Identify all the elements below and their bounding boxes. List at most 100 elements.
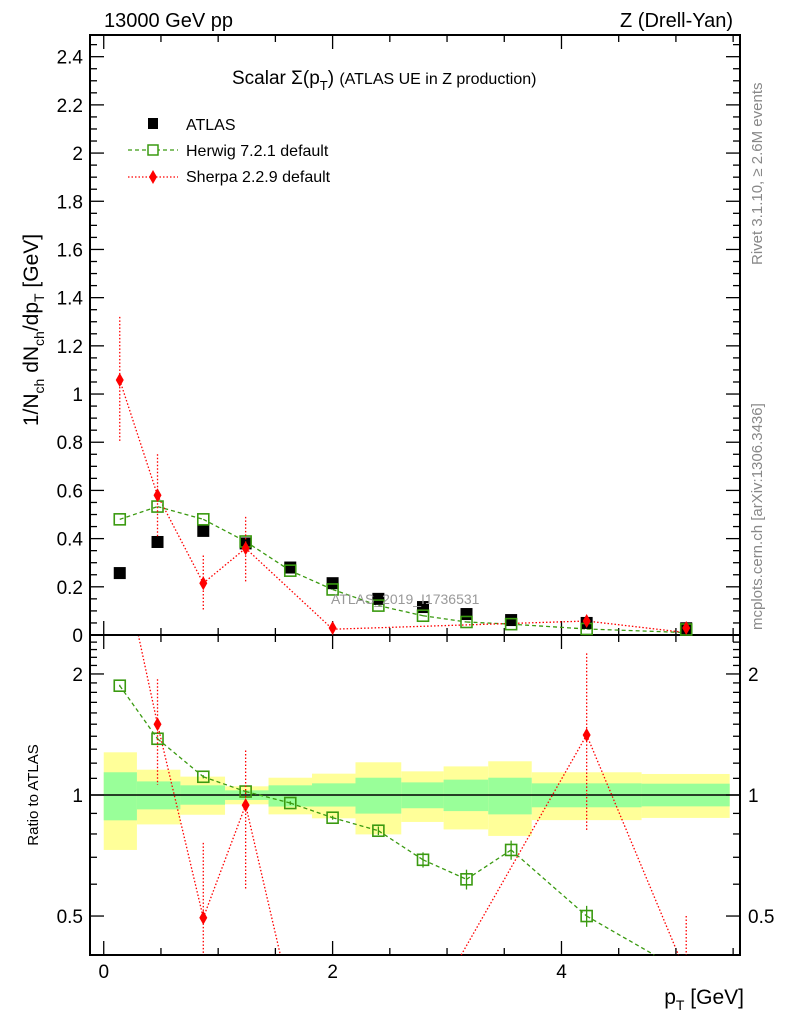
herwig-ratio-line xyxy=(245,790,291,804)
sherpa-line xyxy=(586,620,687,634)
x-tick-label: 4 xyxy=(556,962,567,983)
herwig-ratio-point xyxy=(372,824,385,838)
herwig-point xyxy=(283,564,297,577)
herwig-ratio-point xyxy=(326,811,339,825)
herwig-point xyxy=(326,583,339,596)
herwig-line xyxy=(422,615,467,623)
title-close: ) xyxy=(328,68,334,89)
sherpa-line xyxy=(332,620,587,630)
x-tick-label: 0 xyxy=(98,962,109,983)
ratio-y-tick-label: 2 xyxy=(72,665,83,686)
sherpa-point xyxy=(582,614,591,629)
legend-label-herwig: Herwig 7.2.1 default xyxy=(186,143,329,160)
ratio-y-tick-label: 1 xyxy=(72,786,83,807)
herwig-line xyxy=(245,540,291,572)
atlas-point xyxy=(197,524,210,537)
herwig-ratio-line xyxy=(422,859,467,880)
sherpa-ratio-line xyxy=(137,634,159,725)
sherpa-line xyxy=(245,547,334,630)
header-left: 13000 GeV pp xyxy=(104,10,233,32)
sherpa-ratio-point xyxy=(241,798,250,813)
sherpa-point xyxy=(682,621,691,635)
y-tick-label: 1.6 xyxy=(57,240,83,261)
ratio-y-tick-label-right: 1 xyxy=(748,786,759,807)
herwig-line xyxy=(586,628,687,634)
herwig-ratio-point xyxy=(460,873,473,886)
herwig-ratio-line xyxy=(157,738,204,778)
sherpa-point xyxy=(199,576,208,591)
atlas-point xyxy=(284,561,297,574)
sherpa-point xyxy=(115,373,124,388)
x-tick-label: 2 xyxy=(327,962,338,983)
header-right: Z (Drell-Yan) xyxy=(620,10,733,32)
legend-marker-atlas xyxy=(148,118,158,129)
atlas-point xyxy=(151,535,164,548)
herwig-point xyxy=(196,513,210,526)
herwig-ratio-point xyxy=(113,679,127,693)
y-tick-label: 2.4 xyxy=(57,48,84,69)
y-tick-label: 1.8 xyxy=(57,192,83,213)
atlas-point xyxy=(460,608,473,621)
title-main: Scalar Σ(p xyxy=(232,68,320,89)
herwig-ratio-line xyxy=(378,830,424,861)
ratio-panel: 0 2 4 0.5 0.5 1 1 2 2 xyxy=(57,634,774,983)
sherpa-ratio-line xyxy=(586,734,680,956)
sherpa-line xyxy=(119,379,159,496)
herwig-ratio-point xyxy=(283,796,297,810)
y-tick-label: 0.4 xyxy=(57,530,84,551)
herwig-ratio-line xyxy=(332,817,379,832)
ratio-ylabel: Ratio to ATLAS xyxy=(25,744,42,845)
legend-marker-sherpa xyxy=(149,170,157,184)
herwig-ratio-point xyxy=(504,843,518,857)
herwig-point xyxy=(372,599,385,612)
sherpa-line xyxy=(156,494,204,584)
herwig-line xyxy=(290,570,333,591)
atlas-point xyxy=(113,567,126,580)
y-tick-label: 0.6 xyxy=(57,481,83,502)
main-panel: 0 0.2 0.4 0.6 0.8 1 1.2 1.4 1.6 1.8 2 2.2 2.4 xyxy=(57,34,741,955)
ratio-y-tick-label: 0.5 xyxy=(57,907,83,928)
herwig-point xyxy=(416,609,430,623)
x-axis-label: pT [GeV] xyxy=(664,986,744,1013)
main-frame xyxy=(89,34,741,636)
legend: ATLAS Herwig 7.2.1 default Sherpa 2.2.9 … xyxy=(128,117,331,186)
green-band-bin xyxy=(268,785,313,807)
y-tick-label: 2 xyxy=(72,144,83,165)
sherpa-ratio-line xyxy=(245,804,282,956)
y-tick-label: 0 xyxy=(72,626,83,647)
herwig-ratio-line xyxy=(119,685,159,740)
y-tick-label: 0.2 xyxy=(57,578,83,599)
sherpa-ratio-line xyxy=(202,804,247,919)
sherpa-ratio-point xyxy=(582,728,591,743)
y-tick-label: 0.8 xyxy=(57,433,83,454)
herwig-ratio-line xyxy=(586,915,655,956)
herwig-point xyxy=(460,615,473,629)
y-tick-label: 1 xyxy=(72,385,83,406)
title-rest: (ATLAS UE in Z production) xyxy=(339,71,536,88)
herwig-line xyxy=(378,604,424,617)
sherpa-line xyxy=(202,547,247,584)
sherpa-ratio-point xyxy=(199,910,208,925)
herwig-line xyxy=(511,623,587,630)
green-band-bin xyxy=(103,772,137,821)
sherpa-point xyxy=(328,621,337,635)
y-tick-label: 1.4 xyxy=(57,289,84,310)
sherpa-ratio-point xyxy=(153,717,162,732)
atlas-point xyxy=(505,614,518,627)
title-sub: T xyxy=(320,78,328,93)
side-note-mcplots: mcplots.cern.ch [arXiv:1306.3436] xyxy=(749,403,766,630)
herwig-line xyxy=(332,588,379,607)
legend-marker-herwig xyxy=(147,144,159,156)
atlas-point xyxy=(372,592,385,605)
herwig-ratio-line xyxy=(290,802,333,819)
y-tick-label: 2.2 xyxy=(57,96,83,117)
herwig-ratio-point xyxy=(196,770,210,784)
sherpa-ratio-line xyxy=(460,734,588,956)
sherpa-point xyxy=(241,541,250,556)
legend-label-sherpa: Sherpa 2.2.9 default xyxy=(186,169,331,186)
legend-label-atlas: ATLAS xyxy=(186,117,236,134)
main-title: Scalar Σ(pT) (ATLAS UE in Z production) xyxy=(232,68,536,93)
herwig-ratio-line xyxy=(203,776,246,793)
herwig-ratio-line xyxy=(466,849,512,880)
